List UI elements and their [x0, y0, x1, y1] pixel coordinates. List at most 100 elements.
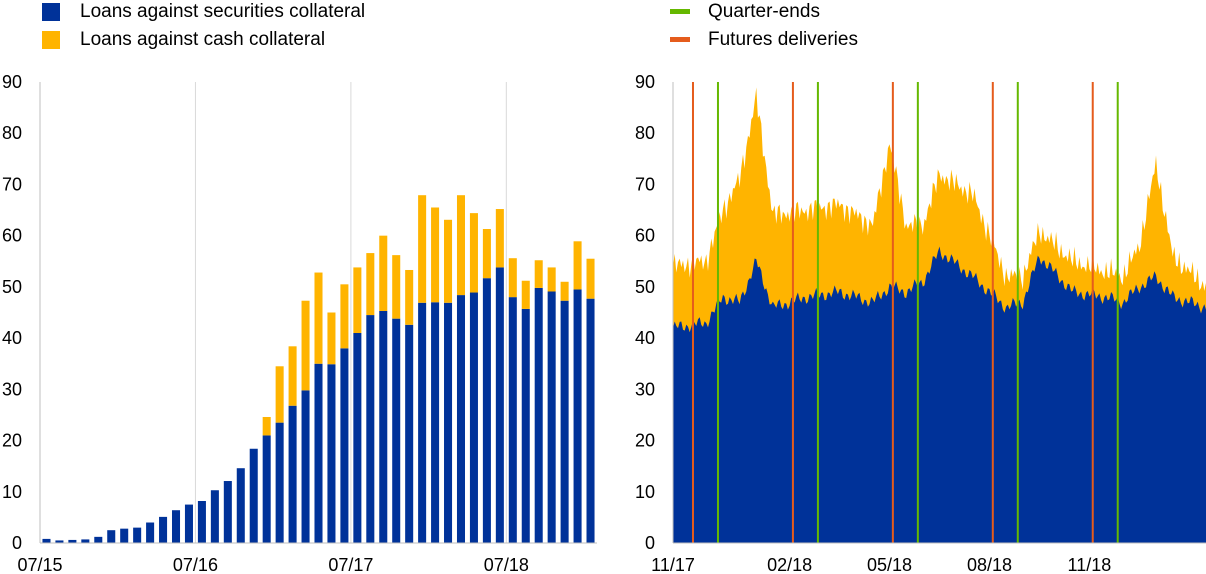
bar-cash	[353, 267, 362, 333]
left-y-tick-label: 40	[2, 328, 22, 348]
bar-cash	[469, 213, 478, 293]
bar-securities	[81, 539, 90, 543]
bar-securities	[210, 490, 219, 543]
bar-cash	[521, 280, 530, 309]
right-y-tick-label: 20	[635, 431, 655, 451]
right-y-tick-label: 30	[635, 379, 655, 399]
bar-cash	[314, 272, 323, 364]
bar-cash	[262, 416, 271, 436]
left-x-tick-label: 07/18	[484, 555, 529, 574]
bar-securities	[301, 390, 310, 543]
bar-cash	[327, 312, 336, 365]
legend-label-cash: Loans against cash collateral	[80, 29, 326, 50]
bar-cash	[418, 195, 427, 303]
bar-securities	[327, 364, 336, 543]
bar-securities	[197, 500, 206, 543]
bar-securities	[418, 302, 427, 543]
bar-cash	[547, 267, 556, 292]
bar-securities	[68, 539, 77, 543]
bar-securities	[133, 527, 142, 543]
bar-cash	[366, 253, 375, 316]
left-y-tick-label: 30	[2, 379, 22, 399]
bar-securities	[379, 310, 388, 543]
legend-label-futures: Futures deliveries	[708, 29, 858, 50]
bar-cash	[340, 284, 349, 349]
legend-swatch-quarter-ends	[670, 9, 690, 14]
bar-cash	[431, 207, 440, 303]
left-x-tick-label: 07/15	[17, 555, 62, 574]
right-x-tick-label: 02/18	[767, 555, 812, 574]
left-x-tick-label: 07/17	[328, 555, 373, 574]
bar-cash	[301, 300, 310, 391]
bar-securities	[159, 516, 168, 543]
bar-securities	[508, 297, 517, 543]
legend-label-securities: Loans against securities collateral	[80, 1, 366, 22]
bar-securities	[560, 300, 569, 543]
bar-cash	[288, 346, 297, 406]
legend-swatch-securities	[42, 3, 60, 21]
left-y-tick-label: 0	[12, 533, 22, 553]
bar-securities	[444, 302, 453, 543]
bar-cash	[379, 235, 388, 311]
bar-cash	[586, 258, 595, 299]
bar-securities	[495, 267, 504, 543]
bar-securities	[482, 278, 491, 543]
right-y-tick-label: 0	[645, 533, 655, 553]
bar-securities	[42, 538, 51, 543]
right-x-tick-label: 05/18	[867, 555, 912, 574]
bar-securities	[340, 348, 349, 543]
bar-securities	[392, 318, 401, 543]
left-x-tick-label: 07/16	[173, 555, 218, 574]
bar-securities	[262, 435, 271, 543]
right-y-tick-label: 40	[635, 328, 655, 348]
right-x-tick-label: 11/18	[1068, 555, 1112, 574]
bar-securities	[146, 522, 155, 543]
bar-securities	[55, 540, 64, 543]
bar-cash	[495, 209, 504, 268]
left-y-tick-label: 90	[2, 72, 22, 92]
bar-securities	[469, 292, 478, 543]
bar-securities	[456, 295, 466, 543]
left-y-tick-label: 20	[2, 431, 22, 451]
left-y-tick-label: 70	[2, 174, 22, 194]
bar-securities	[547, 291, 556, 543]
legend-swatch-cash	[42, 31, 60, 49]
bar-securities	[366, 315, 375, 543]
bar-securities	[249, 448, 258, 543]
right-y-tick-label: 80	[635, 123, 655, 143]
bar-cash	[508, 258, 517, 298]
bar-securities	[223, 481, 232, 543]
bar-cash	[482, 229, 491, 279]
bar-securities	[586, 298, 595, 543]
right-y-tick-label: 70	[635, 174, 655, 194]
bar-cash	[560, 281, 569, 301]
left-y-tick-label: 50	[2, 277, 22, 297]
bar-securities	[353, 332, 362, 543]
right-y-tick-label: 10	[635, 482, 655, 502]
bar-securities	[94, 536, 103, 543]
bar-cash	[573, 241, 582, 290]
bar-cash	[275, 366, 284, 423]
bar-securities	[573, 289, 582, 543]
left-y-tick-label: 60	[2, 226, 22, 246]
right-x-tick-label: 11/17	[651, 555, 695, 574]
bar-cash	[456, 195, 466, 296]
left-y-tick-label: 80	[2, 123, 22, 143]
bar-securities	[521, 308, 530, 543]
bar-cash	[405, 269, 414, 325]
bar-securities	[405, 324, 414, 543]
left-y-tick-label: 10	[2, 482, 22, 502]
bar-securities	[107, 530, 116, 543]
bar-securities	[288, 405, 297, 543]
bar-securities	[534, 287, 543, 543]
bar-securities	[171, 510, 181, 543]
bar-securities	[120, 528, 129, 543]
bar-securities	[314, 363, 323, 543]
right-y-tick-label: 90	[635, 72, 655, 92]
area-securities	[673, 246, 1206, 543]
bar-securities	[184, 504, 193, 543]
legend-label-quarter-ends: Quarter-ends	[708, 1, 820, 22]
right-y-tick-label: 60	[635, 226, 655, 246]
bar-cash	[392, 255, 401, 319]
